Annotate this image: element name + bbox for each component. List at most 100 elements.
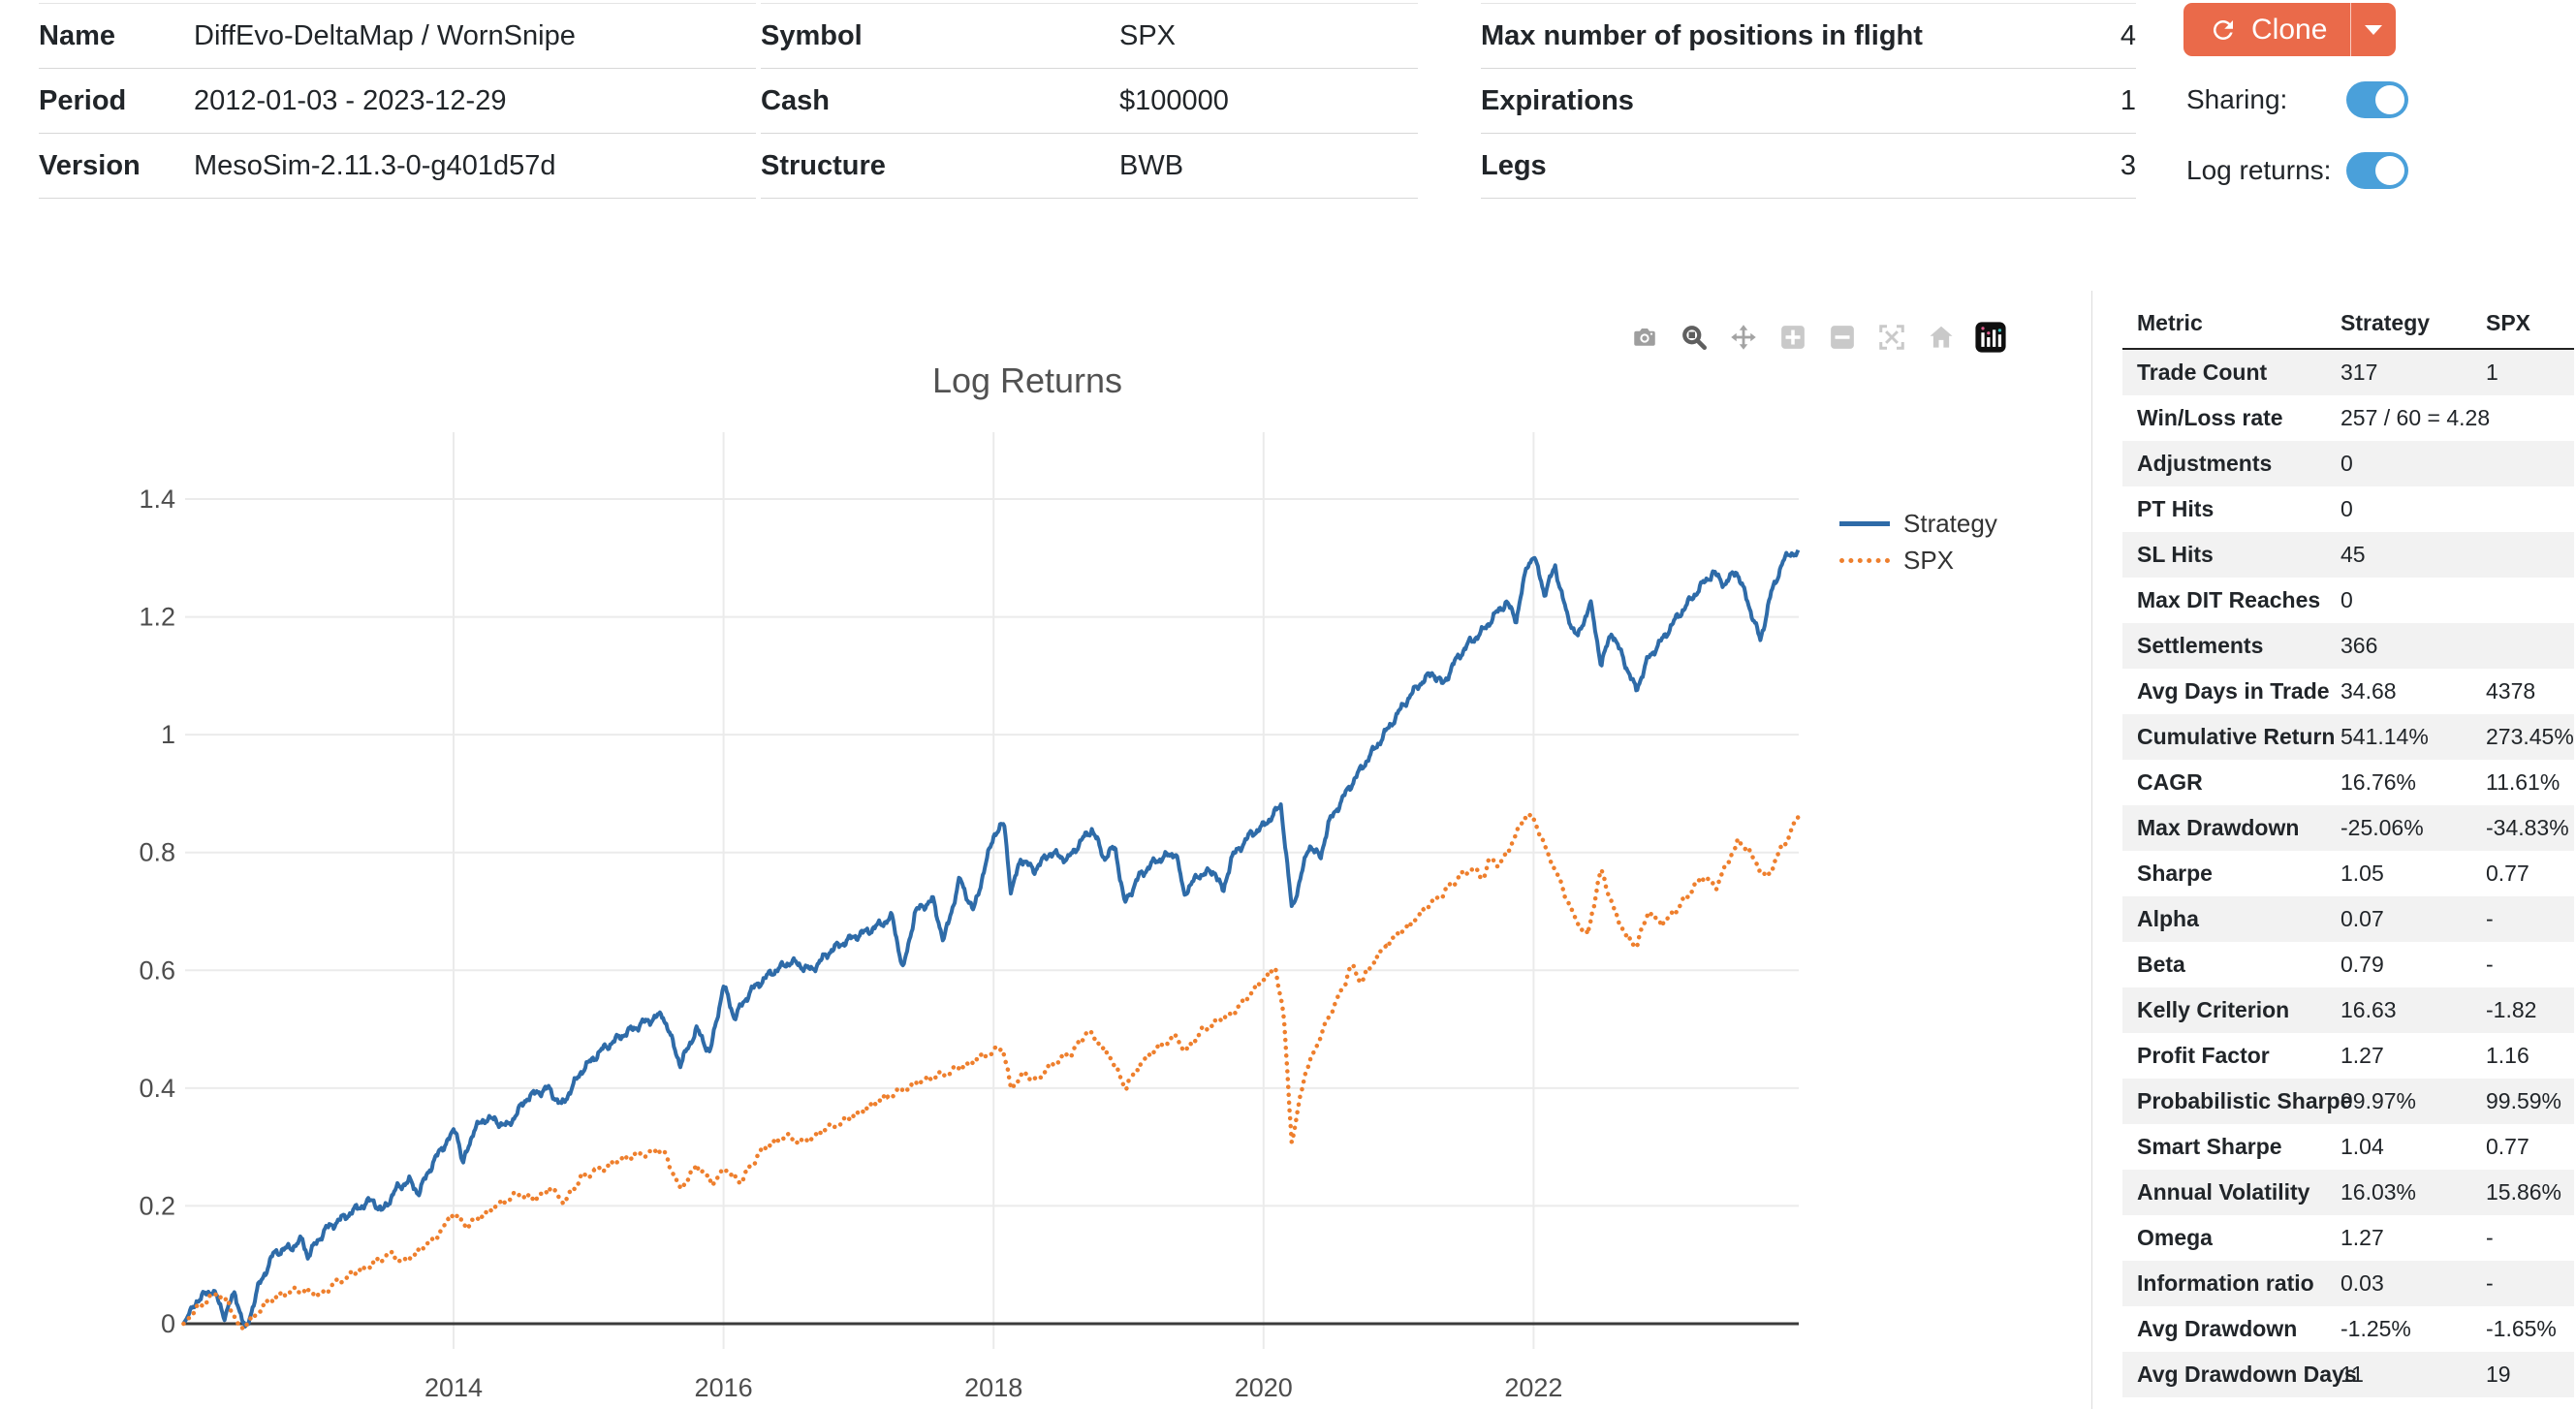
spx-value <box>2486 532 2574 578</box>
legend-label: Strategy <box>1903 508 1997 538</box>
strategy-value: 541.14% <box>2340 724 2429 749</box>
strategy-value: 45 <box>2340 542 2366 567</box>
y-tick-label: 0.8 <box>139 838 175 867</box>
strategy-value: -25.06% <box>2340 815 2424 840</box>
info-row: Cash $100000 <box>761 69 1418 134</box>
zoom-icon[interactable] <box>1676 321 1712 354</box>
plotly-logo-icon[interactable] <box>1972 321 2009 354</box>
y-tick-label: 1 <box>161 720 175 749</box>
spx-value: 99.59% <box>2486 1088 2562 1113</box>
strategy-value: 1.27 <box>2340 1043 2384 1068</box>
clone-button[interactable]: Clone <box>2183 3 2397 56</box>
info-row: Symbol SPX <box>761 4 1418 69</box>
metrics-row: SL Hits 45 <box>2122 532 2574 578</box>
info-label: Expirations <box>1481 84 1634 116</box>
spx-series-line <box>181 809 1801 1333</box>
strategy-value: 1.05 <box>2340 861 2384 886</box>
home-icon[interactable] <box>1923 321 1960 354</box>
spx-value <box>2486 578 2574 623</box>
metric-name: Sharpe <box>2137 861 2213 886</box>
metrics-column-header: Metric <box>2122 302 2340 350</box>
metrics-row: Profit Factor 1.27 1.16 <box>2122 1033 2574 1079</box>
info-value: 3 <box>2120 149 2136 181</box>
metric-name: Omega <box>2137 1225 2213 1250</box>
spx-value: 0.77 <box>2486 861 2529 886</box>
strategy-value: 1.04 <box>2340 1134 2384 1159</box>
metrics-row: Avg Drawdown -1.25% -1.65% <box>2122 1306 2574 1352</box>
info-label: Max number of positions in flight <box>1481 19 1923 51</box>
spx-value: - <box>2486 1225 2494 1250</box>
metrics-row: CAGR 16.76% 11.61% <box>2122 760 2574 805</box>
info-value: DiffEvo-DeltaMap / WornSnipe <box>194 19 576 51</box>
metrics-row: PT Hits 0 <box>2122 486 2574 532</box>
x-tick-label: 2022 <box>1504 1373 1562 1402</box>
y-tick-label: 1.2 <box>139 603 175 632</box>
instrument-info-table: Symbol SPX Cash $100000 Structure BWB <box>761 3 1418 199</box>
panel-divider <box>2091 291 2092 1409</box>
strategy-value: 0.79 <box>2340 952 2384 977</box>
metrics-row: Cumulative Return 541.14% 273.45% <box>2122 714 2574 760</box>
metric-name: Annual Volatility <box>2137 1179 2310 1205</box>
info-label: Symbol <box>761 19 863 51</box>
spx-value: 11.61% <box>2486 769 2560 795</box>
strategy-series-line <box>181 548 1801 1329</box>
metric-name: Probabilistic Sharpe <box>2137 1088 2353 1113</box>
strategy-value: 0.03 <box>2340 1270 2384 1296</box>
metrics-row: Sharpe 1.05 0.77 <box>2122 851 2574 896</box>
metrics-row: Annual Volatility 16.03% 15.86% <box>2122 1170 2574 1215</box>
clone-button-label: Clone <box>2251 13 2328 46</box>
spx-value: 4378 <box>2486 678 2536 704</box>
spx-value: -1.82 <box>2486 997 2537 1022</box>
camera-icon[interactable] <box>1626 321 1663 354</box>
spx-value: 1 <box>2486 360 2498 385</box>
x-tick-label: 2014 <box>424 1373 483 1402</box>
metric-name: Win/Loss rate <box>2137 405 2283 430</box>
metrics-row: Information ratio 0.03 - <box>2122 1261 2574 1306</box>
metric-name: Alpha <box>2137 906 2199 931</box>
sharing-toggle[interactable] <box>2346 81 2408 118</box>
metric-name: Max Drawdown <box>2137 815 2300 840</box>
log-returns-chart[interactable]: 0 0.2 0.4 0.6 0.8 1 1.2 1.4 2014 2016 2018 2020 2022 <box>0 271 2576 1409</box>
log-returns-toggle-label: Log returns: <box>2186 155 2332 185</box>
metrics-row: Omega 1.27 - <box>2122 1215 2574 1261</box>
clone-button-divider <box>2350 3 2352 56</box>
info-row: Period 2012-01-03 - 2023-12-29 <box>39 69 756 134</box>
info-value: MesoSim-2.11.3-0-g401d57d <box>194 149 556 181</box>
strategy-value: 0 <box>2340 587 2353 612</box>
metric-name: Adjustments <box>2137 451 2273 476</box>
autoscale-icon[interactable] <box>1873 321 1910 354</box>
metric-name: SL Hits <box>2137 542 2214 567</box>
info-value: 2012-01-03 - 2023-12-29 <box>194 84 507 116</box>
strategy-value: 16.03% <box>2340 1179 2417 1205</box>
y-tick-label: 0.4 <box>139 1074 175 1103</box>
strategy-value: 366 <box>2340 633 2378 658</box>
refresh-icon <box>2209 16 2238 45</box>
strategy-value: 0 <box>2340 496 2353 521</box>
metrics-table: Metric Strategy SPX Trade Count 317 1 Win/Los… <box>2122 302 2574 1397</box>
chart-modebar <box>1626 321 2009 354</box>
strategy-value: 0 <box>2340 451 2353 476</box>
strategy-value: 317 <box>2340 360 2378 385</box>
log-returns-toggle[interactable] <box>2346 152 2408 189</box>
strategy-line-swatch <box>1839 520 1890 526</box>
pan-icon[interactable] <box>1725 321 1762 354</box>
legend-item-strategy[interactable]: Strategy <box>1839 505 1997 542</box>
chart-legend: Strategy SPX <box>1839 505 1997 579</box>
clone-dropdown-button[interactable] <box>2351 3 2396 56</box>
metric-name: PT Hits <box>2137 496 2215 521</box>
spx-value: - <box>2486 906 2494 931</box>
spx-line-swatch <box>1839 557 1890 563</box>
metrics-row: Avg Days in Trade 34.68 4378 <box>2122 669 2574 714</box>
spx-value: 1.16 <box>2486 1043 2529 1068</box>
y-tick-label: 0.6 <box>139 955 175 985</box>
metrics-row: Win/Loss rate 257 / 60 = 4.28 <box>2122 395 2574 441</box>
metrics-row: Beta 0.79 - <box>2122 942 2574 987</box>
info-value: 1 <box>2120 84 2136 116</box>
legend-item-spx[interactable]: SPX <box>1839 542 1997 579</box>
metric-name: Max DIT Reaches <box>2137 587 2321 612</box>
zoom-out-icon[interactable] <box>1824 321 1861 354</box>
zoom-in-icon[interactable] <box>1775 321 1811 354</box>
strategy-value: 16.63 <box>2340 997 2397 1022</box>
strategy-value: 0.07 <box>2340 906 2384 931</box>
